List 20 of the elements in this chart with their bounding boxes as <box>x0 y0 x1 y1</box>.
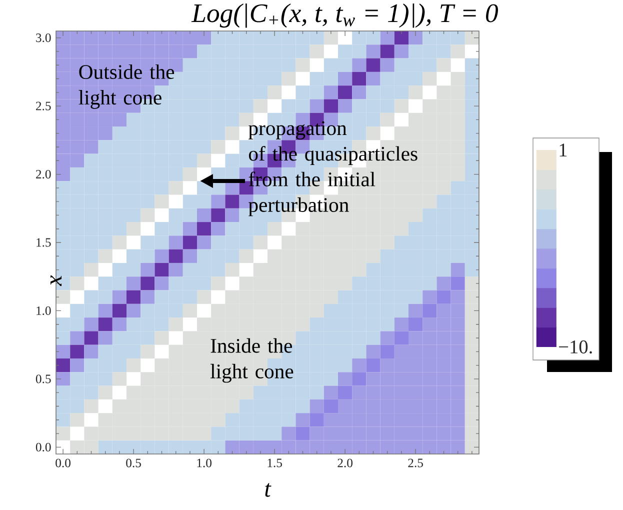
y-tick-label: 3.0 <box>36 34 51 42</box>
chart-title: Log(|C$_{+}$(x, t, t$_{w}$ = 1)|), T = 0 <box>191 3 498 28</box>
x-axis-title: t <box>265 483 272 497</box>
x-tick-label: 2.5 <box>408 458 423 468</box>
annotation: Outside the light cone <box>78 64 174 109</box>
y-tick-label: 2.0 <box>36 170 51 179</box>
x-tick-label: 0.5 <box>126 458 141 468</box>
y-tick-label: 1.0 <box>36 306 51 316</box>
annotation: Inside the light cone <box>210 338 294 383</box>
y-axis-title: x <box>50 275 62 286</box>
x-tick-label: 1.5 <box>268 458 282 468</box>
x-tick-label: 1.0 <box>197 458 212 468</box>
y-tick-label: 2.5 <box>36 102 51 110</box>
x-tick-label: 0.0 <box>56 458 70 468</box>
x-tick-label: 2.0 <box>338 458 352 468</box>
color-bar-label: 1 <box>560 144 567 156</box>
color-bar-label: −10. <box>559 340 592 354</box>
y-tick-label: 0.0 <box>36 442 51 452</box>
y-tick-label: 1.5 <box>36 238 51 247</box>
y-tick-label: 0.5 <box>36 374 51 384</box>
